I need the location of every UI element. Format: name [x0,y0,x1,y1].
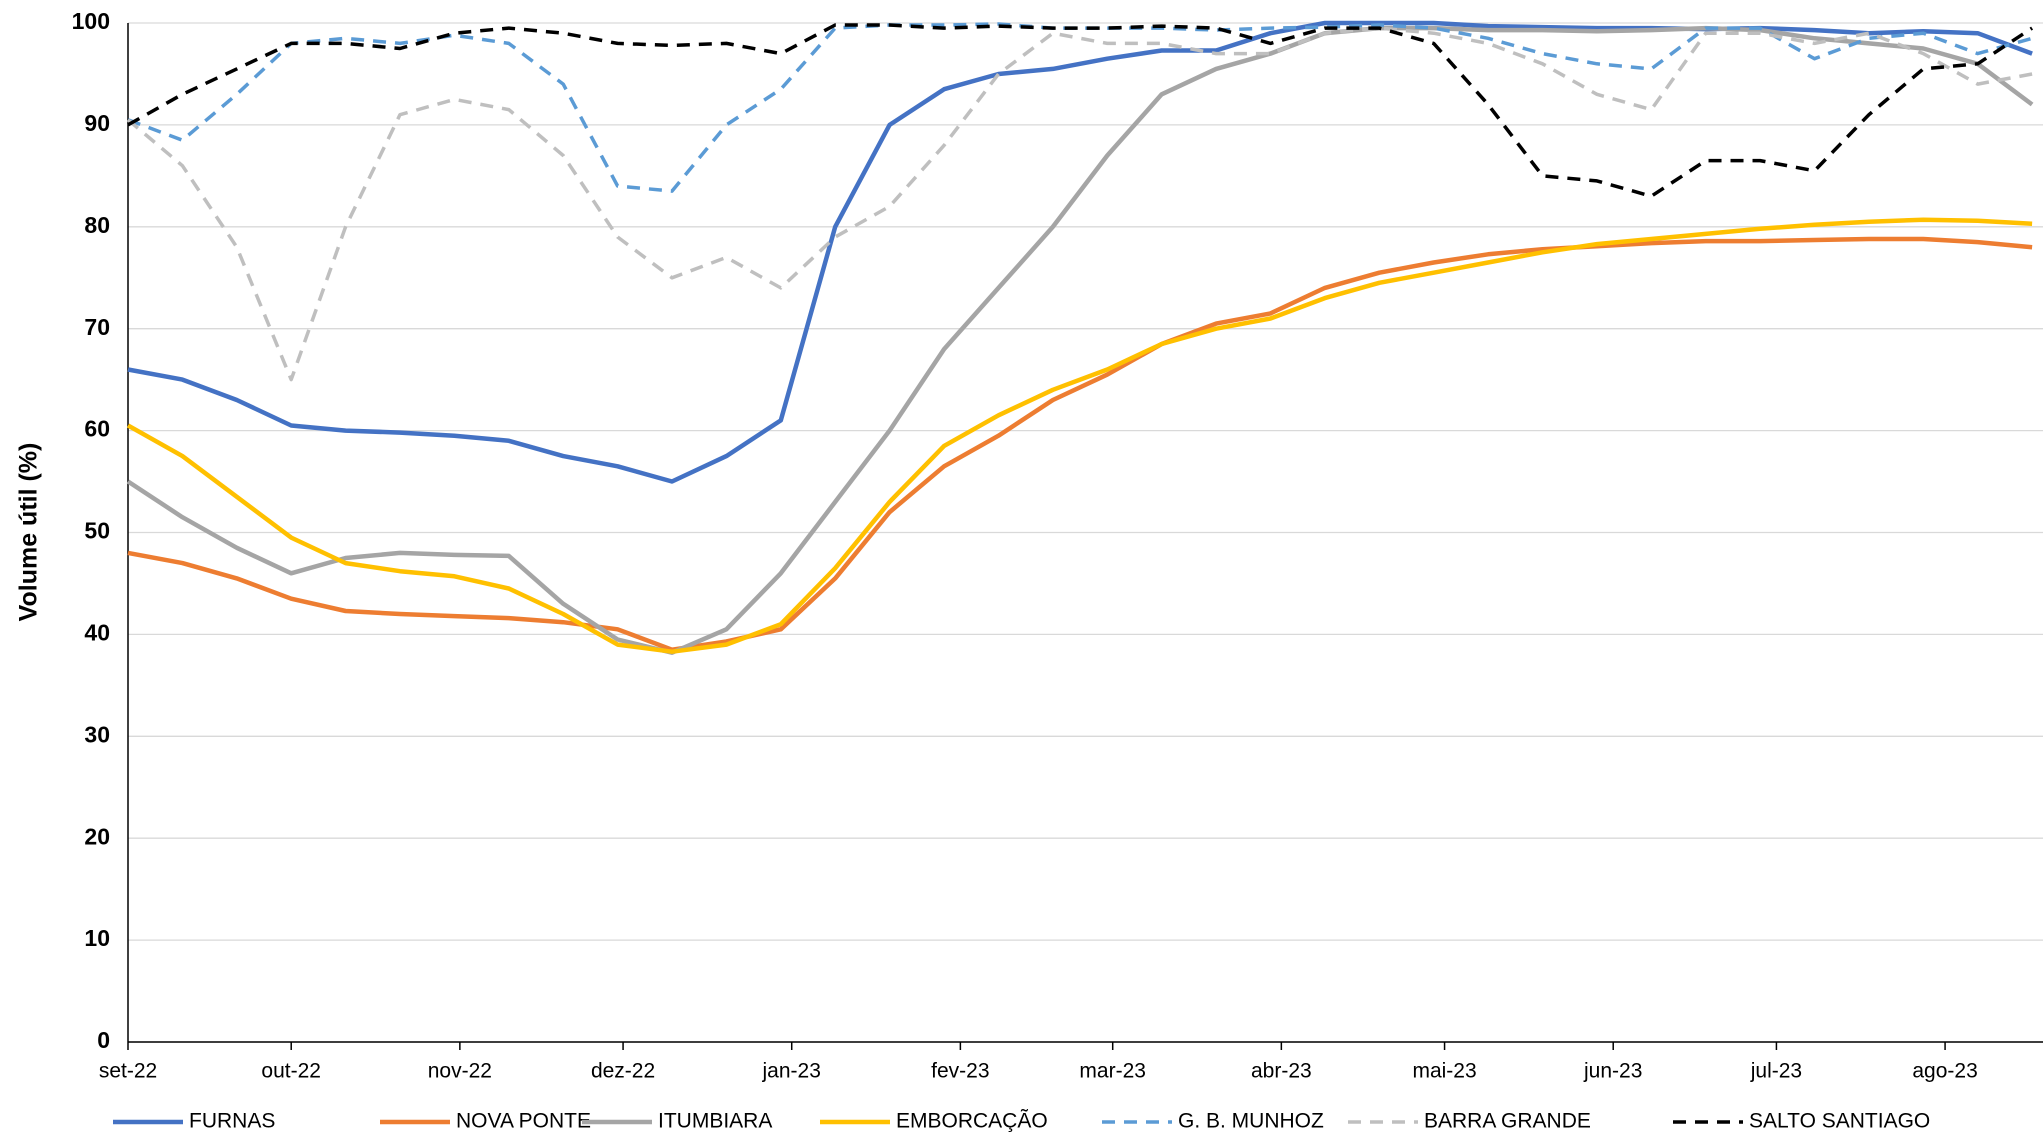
legend-label: BARRA GRANDE [1424,1110,1591,1133]
y-tick-label: 50 [84,518,110,544]
series-line [126,25,2034,655]
x-tick-label: mar-23 [1079,1060,1146,1083]
legend-label: G. B. MUNHOZ [1178,1110,1324,1133]
legend-label: FURNAS [189,1110,275,1133]
x-tick-label: jul-23 [1750,1060,1802,1083]
y-tick-label: 10 [84,925,110,951]
x-tick-label: jan-23 [762,1060,821,1083]
y-tick-label: 0 [97,1027,110,1053]
y-tick-label: 80 [84,212,110,238]
series-line [126,217,2033,654]
y-tick-label: 20 [84,823,110,849]
legend-label: ITUMBIARA [658,1110,772,1133]
x-tick-label: out-22 [261,1060,321,1083]
series-line [126,26,2033,382]
x-tick-label: jun-23 [1583,1060,1642,1083]
y-tick-label: 100 [72,8,110,34]
legend-label: EMBORCAÇÃO [896,1109,1048,1133]
y-tick-label: 60 [84,416,110,442]
series-line [127,23,2034,198]
series-line [127,236,2033,652]
x-tick-label: nov-22 [428,1060,492,1083]
series-line [127,20,2033,484]
series-line [127,22,2033,193]
y-tick-label: 70 [84,314,110,340]
y-tick-label: 30 [84,721,110,747]
x-tick-label: abr-23 [1251,1060,1312,1083]
x-tick-label: ago-23 [1912,1060,1977,1083]
x-tick-label: set-22 [99,1060,157,1083]
y-tick-label: 90 [84,110,110,136]
x-tick-label: mai-23 [1412,1060,1476,1083]
legend-label: NOVA PONTE [456,1110,591,1133]
legend-label: SALTO SANTIAGO [1749,1110,1930,1133]
x-tick-label: fev-23 [931,1060,989,1083]
x-tick-label: dez-22 [591,1060,655,1083]
y-tick-label: 40 [84,619,110,645]
y-axis-label: Volume útil (%) [15,443,43,622]
